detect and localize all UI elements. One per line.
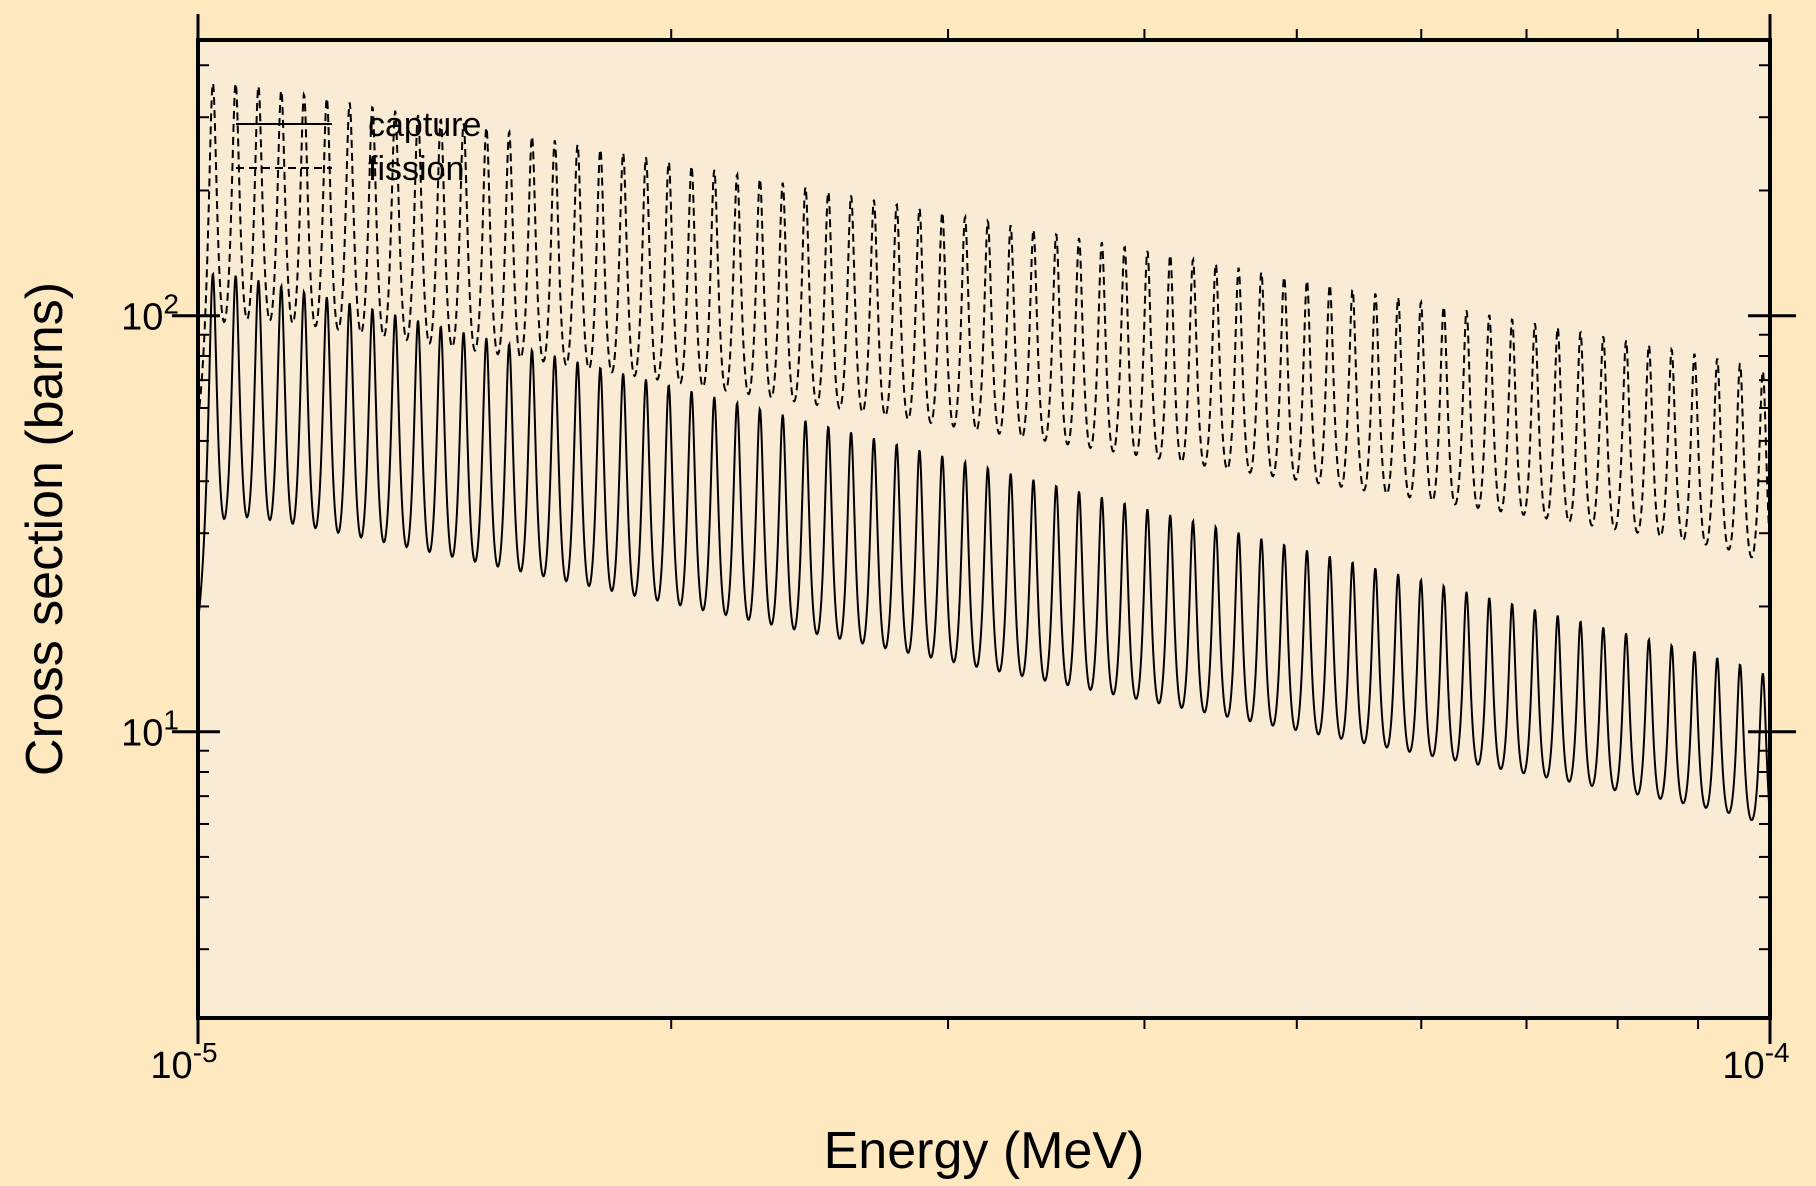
x-tick-label-exponent: -5 <box>193 1037 218 1068</box>
y-tick-label-base: 10 <box>121 713 163 755</box>
legend: capture fission <box>236 106 481 188</box>
x-tick-label-base: 10 <box>150 1045 192 1087</box>
y-axis-label: Cross section (barns) <box>16 282 74 776</box>
x-tick-label: 10-4 <box>1722 1037 1789 1087</box>
series-layer <box>198 80 1770 822</box>
x-tick-label-exponent: -4 <box>1765 1037 1790 1068</box>
x-tick-label: 10-5 <box>150 1037 217 1087</box>
plot-area <box>198 40 1770 1018</box>
plot-frame <box>196 38 1772 1020</box>
series-line-capture <box>198 271 1770 822</box>
x-tick-label-base: 10 <box>1722 1045 1764 1087</box>
x-axis-label: Energy (MeV) <box>824 1122 1145 1180</box>
series-line-fission <box>198 80 1770 559</box>
y-tick-label-exponent: 2 <box>163 289 179 320</box>
legend-label-fission: fission <box>368 150 464 188</box>
y-tick-label-exponent: 1 <box>163 705 179 736</box>
y-tick-label: 101 <box>121 705 179 755</box>
y-tick-label: 102 <box>121 289 179 339</box>
y-tick-label-base: 10 <box>121 297 163 339</box>
legend-label-capture: capture <box>368 106 481 144</box>
